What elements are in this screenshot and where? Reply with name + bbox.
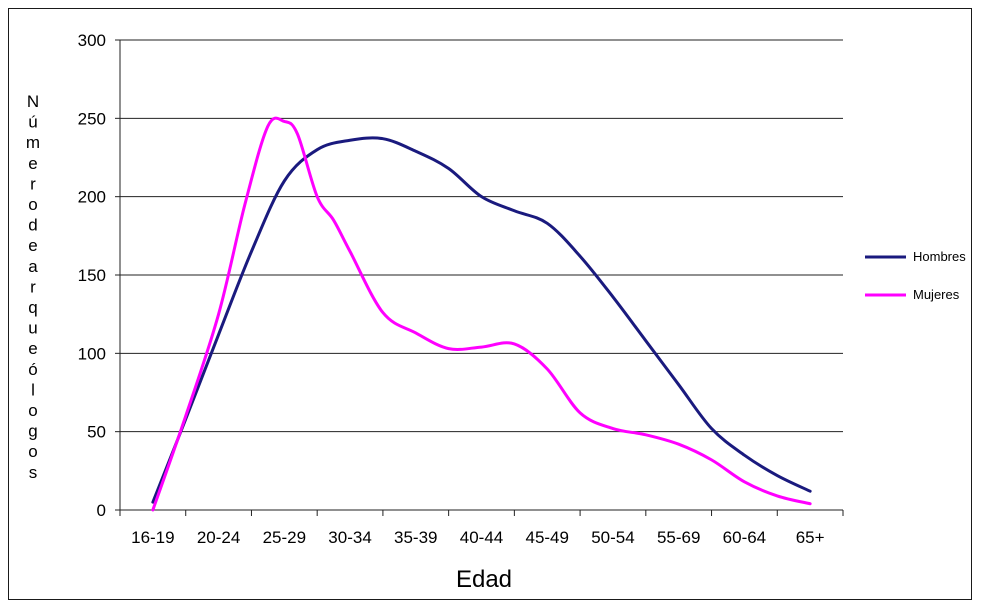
y-axis-title-char: m — [26, 133, 40, 152]
y-axis-title-char: e — [28, 236, 37, 255]
x-tick-label: 55-69 — [657, 528, 700, 547]
y-axis-title-char: l — [31, 380, 35, 399]
legend-label: Hombres — [913, 249, 966, 264]
y-axis-title-char: d — [28, 216, 37, 235]
y-axis-title-char: ú — [28, 113, 37, 132]
y-axis-title-char: s — [29, 463, 38, 482]
x-tick-label: 16-19 — [131, 528, 174, 547]
y-axis-title-char: e — [28, 339, 37, 358]
axes-layer — [115, 39, 844, 516]
x-tick-label: 20-24 — [197, 528, 240, 547]
x-tick-label: 50-54 — [591, 528, 634, 547]
y-axis-title-char: g — [28, 422, 37, 441]
legend: Hombres Mujeres — [865, 249, 966, 302]
y-tick-label: 300 — [78, 31, 106, 50]
y-axis-title-char: o — [28, 195, 37, 214]
grid-layer — [120, 39, 843, 433]
x-tick-label: 25-29 — [263, 528, 306, 547]
series-line-hombres — [151, 136, 812, 504]
y-axis-title-char: o — [28, 401, 37, 420]
x-tick-label: 65+ — [796, 528, 825, 547]
x-tick-label: 30-34 — [328, 528, 371, 547]
y-tick-label: 50 — [87, 423, 106, 442]
x-tick-label: 35-39 — [394, 528, 437, 547]
y-tick-label: 150 — [78, 266, 106, 285]
y-axis-title-char: r — [30, 277, 36, 296]
series-line-mujeres — [151, 116, 812, 512]
line-chart: 0 50 100 150 200 250 300 16-19 20-24 25-29 30-34 3… — [26, 31, 966, 593]
y-tick-label: 200 — [78, 188, 106, 207]
y-tick-labels: 0 50 100 150 200 250 300 — [78, 31, 106, 520]
x-tick-label: 40-44 — [460, 528, 503, 547]
y-tick-label: 100 — [78, 344, 106, 363]
x-tick-label: 60-64 — [723, 528, 766, 547]
x-tick-label: 45-49 — [525, 528, 568, 547]
y-axis-title-char: a — [28, 257, 38, 276]
y-axis-title-char: ó — [28, 360, 37, 379]
legend-label: Mujeres — [913, 287, 960, 302]
y-axis-title-char: e — [28, 154, 37, 173]
y-axis-title-char: o — [28, 442, 37, 461]
y-axis-title-char: N — [27, 92, 39, 111]
y-axis-title-char: u — [28, 319, 37, 338]
chart-frame: 0 50 100 150 200 250 300 16-19 20-24 25-29 30-34 3… — [8, 8, 972, 600]
x-tick-labels: 16-19 20-24 25-29 30-34 35-39 40-44 45-49 50-54… — [131, 528, 825, 547]
y-axis-title-char: r — [30, 174, 36, 193]
series-layer — [151, 116, 812, 512]
x-axis-title: Edad — [456, 566, 512, 593]
y-tick-label: 0 — [97, 501, 106, 520]
y-tick-label: 250 — [78, 109, 106, 128]
y-axis-title-char: q — [28, 298, 37, 317]
